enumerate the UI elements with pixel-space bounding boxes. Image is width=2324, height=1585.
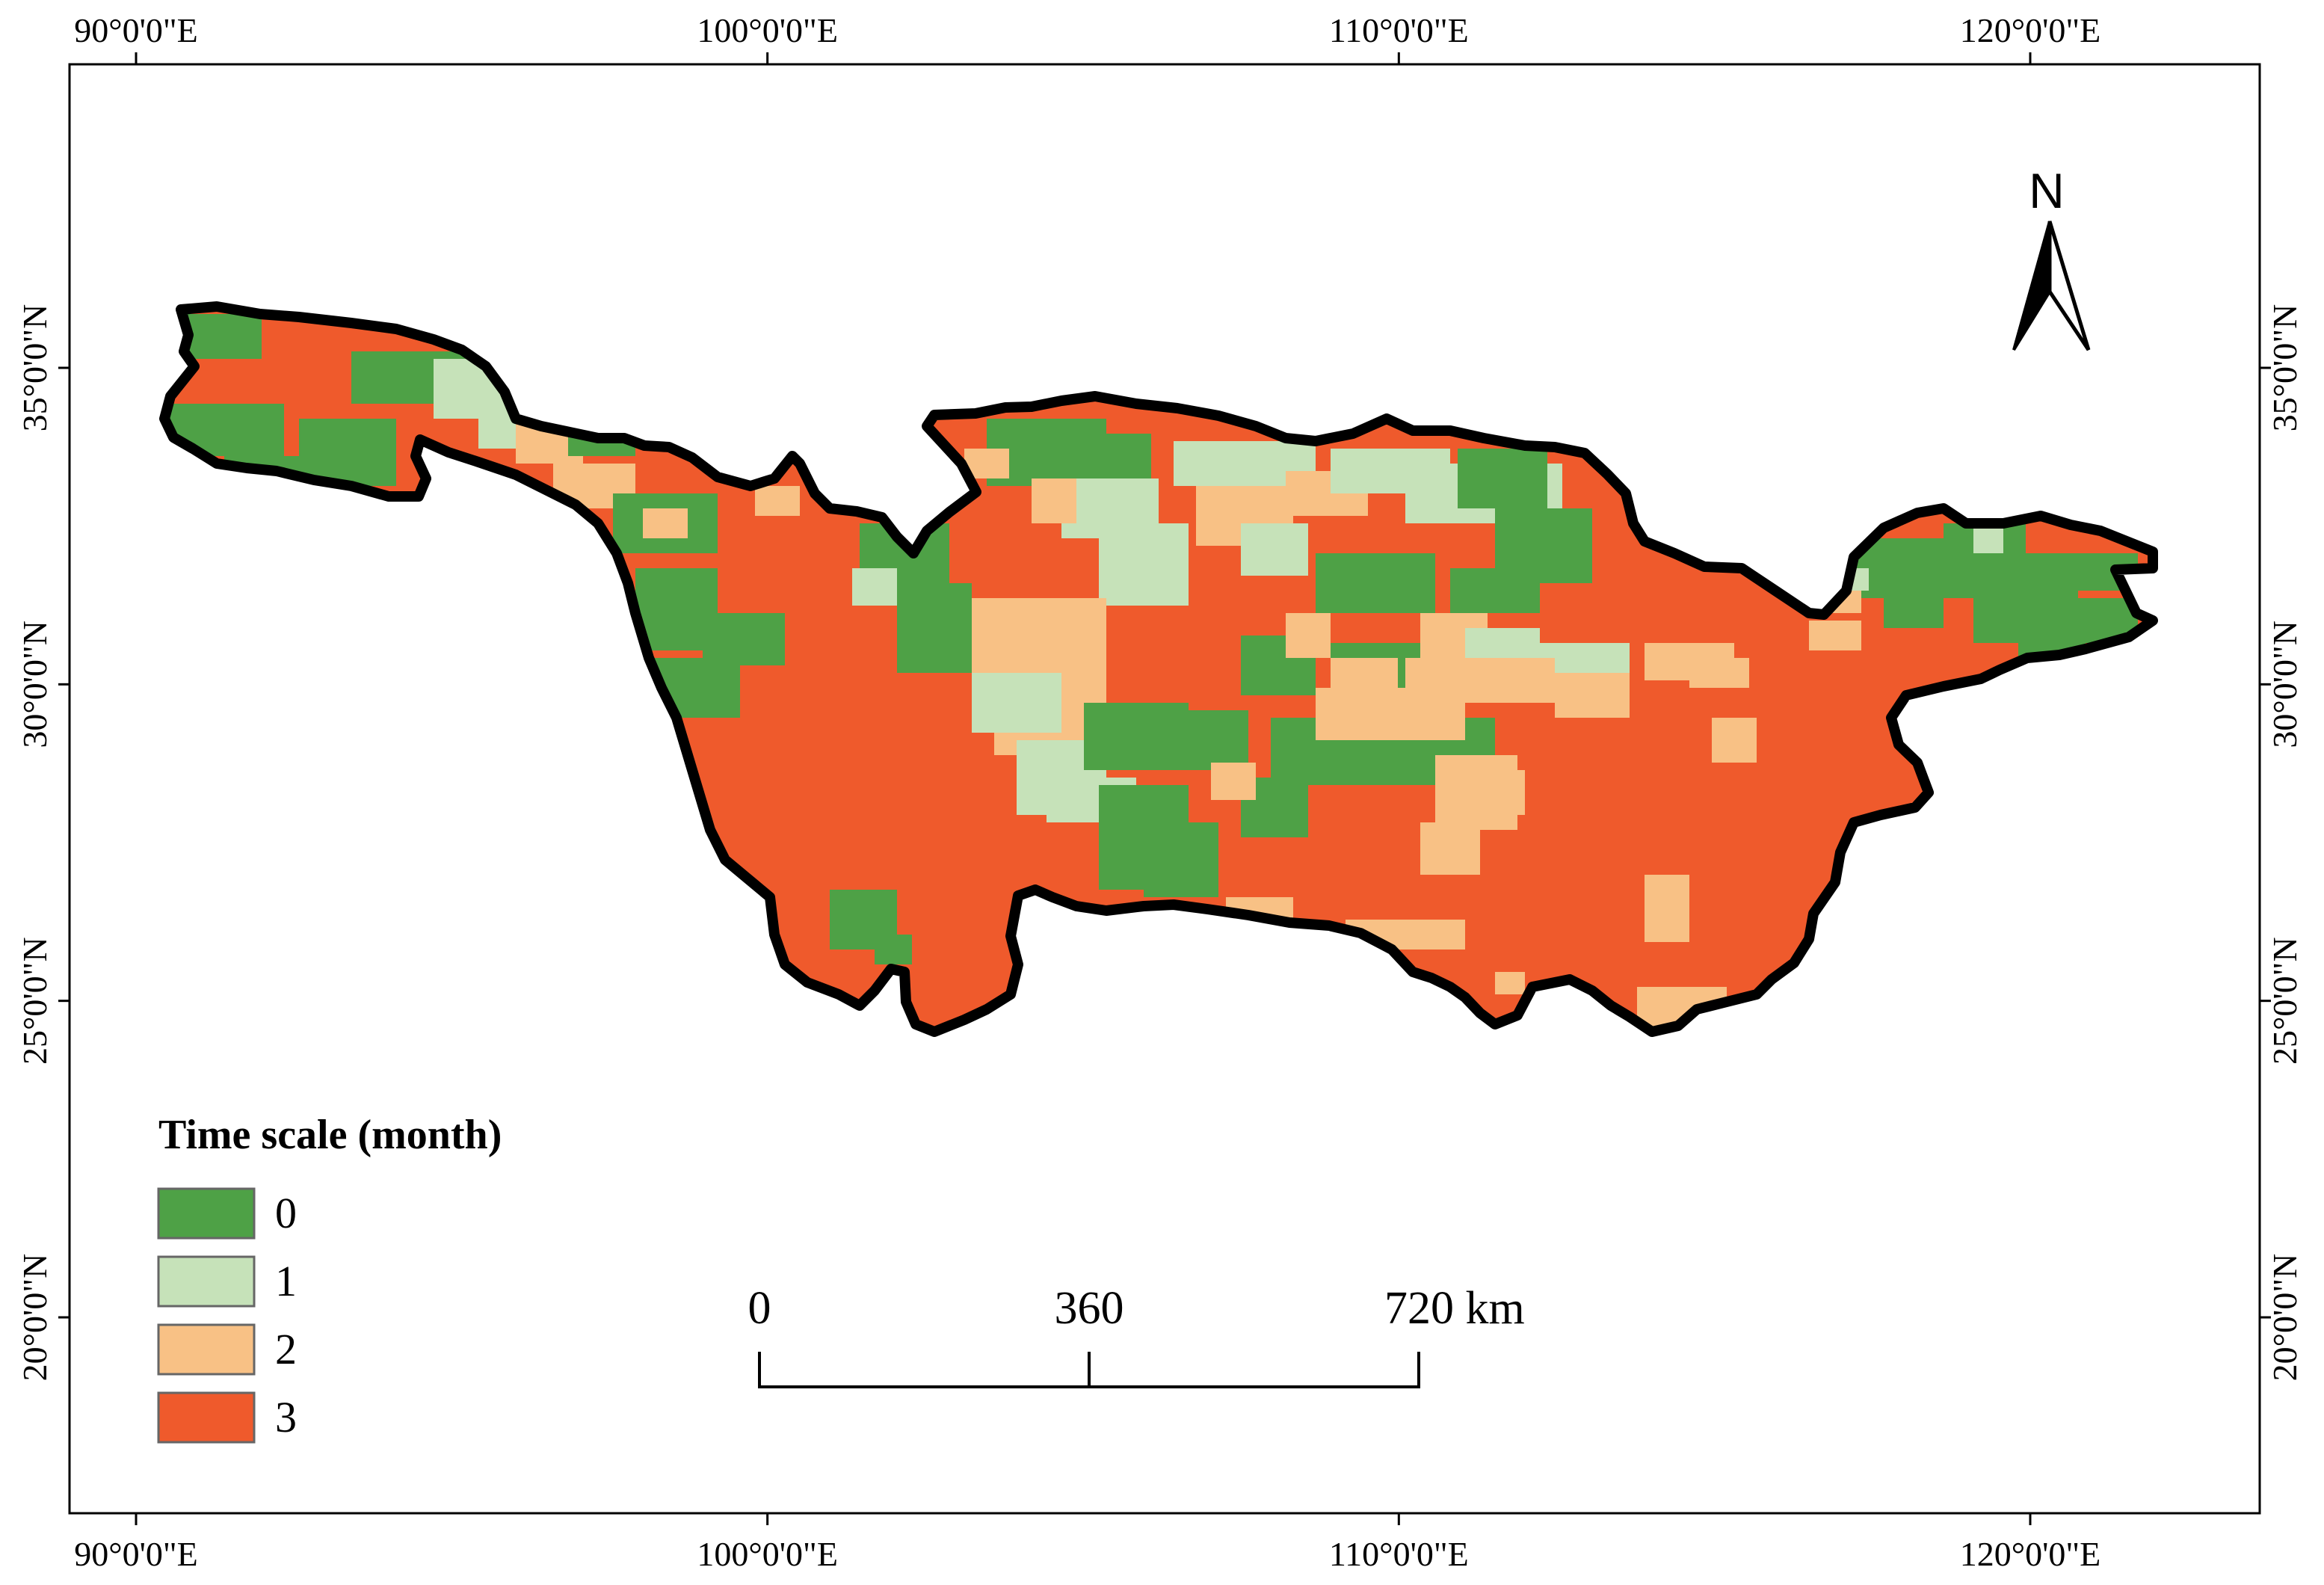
raster-patch-class-0	[1884, 583, 1944, 628]
legend: Time scale (month) 0 1 2 3	[157, 1112, 502, 1444]
north-arrow: N	[2012, 163, 2091, 351]
legend-label-1: 1	[275, 1257, 297, 1305]
raster-patch-class-0	[1458, 449, 1547, 508]
raster-patch-class-0	[1144, 822, 1218, 897]
raster-patch-class-0	[1450, 568, 1540, 613]
raster-patch-class-2	[1495, 972, 1525, 994]
raster-patches	[164, 314, 2138, 1032]
raster-patch-class-2	[1286, 613, 1331, 658]
legend-label-0: 0	[275, 1189, 297, 1237]
legend-swatch-1	[157, 1255, 256, 1308]
legend-label-3: 3	[275, 1393, 297, 1441]
longitude-ticks-bottom: 90°0'0"E 100°0'0"E 110°0'0"E 120°0'0"E	[74, 1513, 2100, 1573]
lat-tick-label-right: 25°0'0"N	[2266, 937, 2304, 1065]
lon-tick-label-bottom: 110°0'0"E	[1329, 1535, 1469, 1573]
lon-tick-label-bottom: 120°0'0"E	[1960, 1535, 2101, 1573]
lat-tick-label-left: 30°0'0"N	[16, 621, 54, 748]
lon-tick-label-top: 100°0'0"E	[697, 11, 838, 49]
legend-label-2: 2	[275, 1325, 297, 1373]
basin-raster-layer	[164, 307, 2153, 1032]
raster-patch-class-1	[1241, 523, 1308, 576]
raster-patch-class-1	[1099, 523, 1189, 606]
scale-bar-label-0: 0	[748, 1283, 771, 1334]
scale-bar: 0 360 720 km	[748, 1283, 1525, 1388]
map-frame	[68, 63, 2261, 1515]
basin-boundary	[159, 301, 2158, 1037]
lat-tick-label-right: 30°0'0"N	[2266, 621, 2304, 748]
scale-bar-label-1: 360	[1055, 1283, 1124, 1334]
raster-patch-class-0	[897, 583, 972, 673]
raster-patch-class-2	[755, 486, 800, 516]
legend-title: Time scale (month)	[158, 1112, 502, 1158]
raster-patch-class-2	[1480, 770, 1525, 815]
raster-patch-class-2	[1555, 673, 1630, 718]
raster-patch-class-2	[1809, 621, 1861, 650]
north-arrow-left-half	[2012, 221, 2051, 351]
raster-patch-class-0	[875, 935, 912, 964]
raster-patch-class-2	[1645, 875, 1689, 942]
legend-swatch-0	[157, 1187, 256, 1240]
raster-patch-class-2	[643, 508, 688, 538]
lat-tick-label-left: 20°0'0"N	[16, 1254, 54, 1382]
lon-tick-label-top: 90°0'0"E	[74, 11, 198, 49]
raster-patch-class-0	[1061, 434, 1151, 478]
lon-tick-label-top: 120°0'0"E	[1960, 11, 2101, 49]
legend-swatch-2	[157, 1323, 256, 1376]
lon-tick-label-bottom: 90°0'0"E	[74, 1535, 198, 1573]
lat-tick-label-left: 25°0'0"N	[16, 937, 54, 1065]
lat-tick-label-right: 35°0'0"N	[2266, 304, 2304, 432]
raster-patch-class-0	[299, 419, 396, 486]
raster-patch-class-2	[1689, 658, 1749, 688]
raster-patch-class-0	[1181, 710, 1248, 770]
north-arrow-label: N	[2029, 163, 2065, 218]
raster-patch-class-2	[1420, 822, 1480, 875]
latitude-ticks-right: 35°0'0"N 30°0'0"N 25°0'0"N 20°0'0"N	[2260, 304, 2304, 1382]
longitude-ticks-top: 90°0'0"E 100°0'0"E 110°0'0"E 120°0'0"E	[74, 11, 2100, 64]
raster-patch-class-2	[1032, 478, 1076, 523]
scale-bar-label-2: 720 km	[1384, 1283, 1525, 1334]
north-arrow-right-half	[2047, 221, 2091, 351]
raster-patch-class-0	[703, 613, 785, 665]
lat-tick-label-right: 20°0'0"N	[2266, 1254, 2304, 1382]
raster-patch-class-1	[852, 568, 897, 606]
raster-patch-class-0	[1316, 553, 1435, 613]
lat-tick-label-left: 35°0'0"N	[16, 304, 54, 432]
raster-patch-class-2	[1712, 718, 1757, 763]
latitude-ticks-left: 35°0'0"N 30°0'0"N 25°0'0"N 20°0'0"N	[16, 304, 70, 1382]
raster-patch-class-2	[1331, 658, 1398, 688]
raster-patch-class-1	[972, 673, 1061, 733]
legend-swatch-3	[157, 1391, 256, 1444]
lon-tick-label-top: 110°0'0"E	[1329, 11, 1469, 49]
raster-patch-class-2	[1211, 763, 1256, 800]
legend-items: 0 1 2 3	[157, 1187, 297, 1444]
raster-patch-class-2	[1316, 688, 1465, 740]
lon-tick-label-bottom: 100°0'0"E	[697, 1535, 838, 1573]
raster-patch-class-0	[1084, 703, 1189, 770]
